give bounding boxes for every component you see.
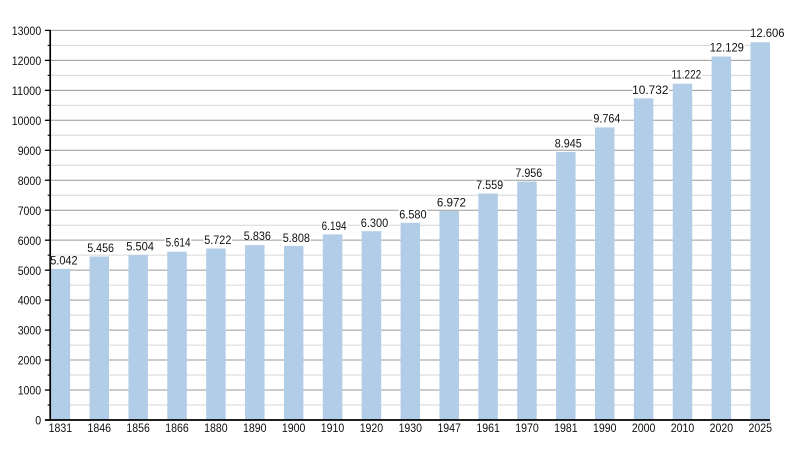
svg-text:1930: 1930 (399, 421, 423, 435)
svg-text:6.972: 6.972 (437, 195, 466, 209)
svg-text:12.129: 12.129 (710, 41, 745, 55)
svg-text:11000: 11000 (12, 84, 42, 98)
svg-text:12.606: 12.606 (750, 26, 785, 40)
svg-text:1910: 1910 (321, 421, 345, 435)
svg-text:1000: 1000 (18, 384, 42, 398)
svg-text:2025: 2025 (748, 421, 772, 435)
svg-text:7000: 7000 (18, 204, 42, 218)
svg-text:10.732: 10.732 (632, 83, 669, 97)
svg-text:1890: 1890 (243, 421, 267, 435)
svg-text:2010: 2010 (671, 421, 695, 435)
svg-text:7.559: 7.559 (476, 178, 503, 192)
svg-text:13000: 13000 (12, 24, 42, 38)
svg-text:11.222: 11.222 (671, 68, 701, 82)
svg-text:1856: 1856 (126, 421, 150, 435)
svg-text:1846: 1846 (88, 421, 112, 435)
svg-text:5.042: 5.042 (50, 253, 78, 267)
svg-text:1970: 1970 (515, 421, 539, 435)
svg-text:5.836: 5.836 (244, 229, 271, 243)
svg-text:12000: 12000 (12, 54, 42, 68)
svg-text:1831: 1831 (49, 421, 73, 435)
svg-text:5.504: 5.504 (126, 239, 154, 253)
svg-text:10000: 10000 (12, 114, 42, 128)
svg-text:2000: 2000 (18, 354, 42, 368)
svg-text:2000: 2000 (632, 421, 656, 435)
svg-text:4000: 4000 (18, 294, 42, 308)
svg-text:1920: 1920 (360, 421, 384, 435)
svg-text:0: 0 (35, 414, 41, 428)
svg-text:1900: 1900 (282, 421, 306, 435)
svg-text:6.580: 6.580 (399, 207, 427, 221)
svg-text:8000: 8000 (18, 174, 42, 188)
svg-text:6.300: 6.300 (361, 216, 389, 230)
svg-text:1961: 1961 (476, 421, 500, 435)
svg-text:8.945: 8.945 (555, 136, 582, 150)
svg-text:1880: 1880 (204, 421, 228, 435)
svg-text:6.194: 6.194 (322, 219, 347, 233)
svg-text:9.764: 9.764 (593, 112, 620, 126)
svg-text:3000: 3000 (18, 324, 42, 338)
svg-text:5.456: 5.456 (87, 241, 114, 255)
svg-text:7.956: 7.956 (515, 166, 542, 180)
svg-text:5.722: 5.722 (204, 233, 231, 247)
svg-text:1866: 1866 (165, 421, 189, 435)
svg-text:1990: 1990 (593, 421, 617, 435)
svg-text:9000: 9000 (18, 144, 42, 158)
svg-text:1981: 1981 (554, 421, 578, 435)
svg-text:2020: 2020 (710, 421, 734, 435)
svg-text:1947: 1947 (437, 421, 461, 435)
svg-text:5.614: 5.614 (166, 236, 191, 250)
svg-text:6000: 6000 (18, 234, 42, 248)
svg-text:5000: 5000 (18, 264, 42, 278)
svg-text:5.808: 5.808 (283, 231, 311, 245)
